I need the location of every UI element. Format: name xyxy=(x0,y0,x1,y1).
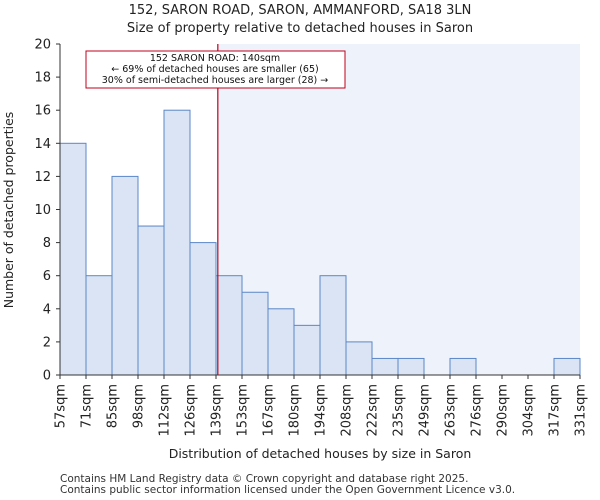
x-tick-label: 126sqm xyxy=(184,384,199,437)
chart-subtitle: Size of property relative to detached ho… xyxy=(126,21,474,36)
bar-139sqm xyxy=(215,275,243,376)
annotation-line-1: 152 SARON ROAD: 140sqm xyxy=(150,53,280,64)
x-tick-label: 85sqm xyxy=(106,384,121,428)
bar-194sqm xyxy=(319,275,347,376)
bar-235sqm xyxy=(397,357,425,376)
bar-263sqm xyxy=(449,357,477,376)
x-tick-label: 180sqm xyxy=(288,384,303,437)
x-tick-label: 208sqm xyxy=(340,384,355,437)
x-tick-label: 194sqm xyxy=(314,384,329,437)
x-tick-label: 290sqm xyxy=(496,384,511,437)
x-tick-label: 304sqm xyxy=(522,384,537,437)
y-tick-label: 12 xyxy=(34,170,51,185)
x-tick-label: 71sqm xyxy=(80,384,95,428)
bar-153sqm xyxy=(241,291,269,376)
annotation-line-2: ← 69% of detached houses are smaller (65… xyxy=(111,64,318,75)
y-tick-label: 20 xyxy=(34,38,51,53)
bar-71sqm xyxy=(85,275,113,376)
footer-line-1: Contains HM Land Registry data © Crown c… xyxy=(60,473,469,485)
y-tick-label: 8 xyxy=(43,236,51,251)
x-tick-label: 167sqm xyxy=(262,384,277,437)
x-tick-label: 139sqm xyxy=(210,384,225,437)
x-tick-label: 112sqm xyxy=(158,384,173,437)
y-tick-label: 2 xyxy=(43,335,51,350)
axes-group: 0 2 4 6 8 10 12 14 16 18 20 57sqm 71sqm 85sqm 98sqm 112… xyxy=(34,38,588,437)
x-tick-label: 57sqm xyxy=(54,384,69,428)
x-tick-label: 222sqm xyxy=(366,384,381,437)
x-tick-label: 249sqm xyxy=(418,384,433,437)
x-tick-label: 263sqm xyxy=(444,384,459,437)
y-tick-label: 10 xyxy=(34,203,51,218)
x-tick-label: 98sqm xyxy=(132,384,147,428)
x-tick-label: 317sqm xyxy=(548,384,563,437)
y-tick-label: 6 xyxy=(43,269,51,284)
y-tick-label: 4 xyxy=(43,302,51,317)
bar-167sqm xyxy=(267,308,295,376)
annotation-line-3: 30% of semi-detached houses are larger (… xyxy=(102,75,329,86)
bar-180sqm xyxy=(293,324,321,376)
x-axis-label: Distribution of detached houses by size … xyxy=(169,446,472,461)
bars-group xyxy=(59,109,581,376)
x-tick-label: 153sqm xyxy=(236,384,251,437)
y-tick-label: 16 xyxy=(34,104,51,119)
x-tick-label: 235sqm xyxy=(392,384,407,437)
bar-126sqm xyxy=(189,242,217,376)
y-tick-label: 0 xyxy=(43,369,51,384)
footer-line-2: Contains public sector information licen… xyxy=(60,484,516,496)
bar-317sqm xyxy=(553,357,581,376)
bar-208sqm xyxy=(345,341,373,376)
bar-112sqm xyxy=(163,109,191,376)
bar-98sqm xyxy=(137,225,165,376)
bar-85sqm xyxy=(111,175,139,376)
y-tick-label: 18 xyxy=(34,71,51,86)
bar-57sqm xyxy=(59,142,87,376)
x-tick-label: 331sqm xyxy=(574,384,589,437)
bar-222sqm xyxy=(371,357,399,376)
y-axis-label: Number of detached properties xyxy=(1,112,16,309)
annotation-box xyxy=(85,50,346,89)
x-tick-label: 276sqm xyxy=(470,384,485,437)
chart-title: 152, SARON ROAD, SARON, AMMANFORD, SA18 … xyxy=(128,3,472,18)
y-tick-label: 14 xyxy=(34,137,51,152)
